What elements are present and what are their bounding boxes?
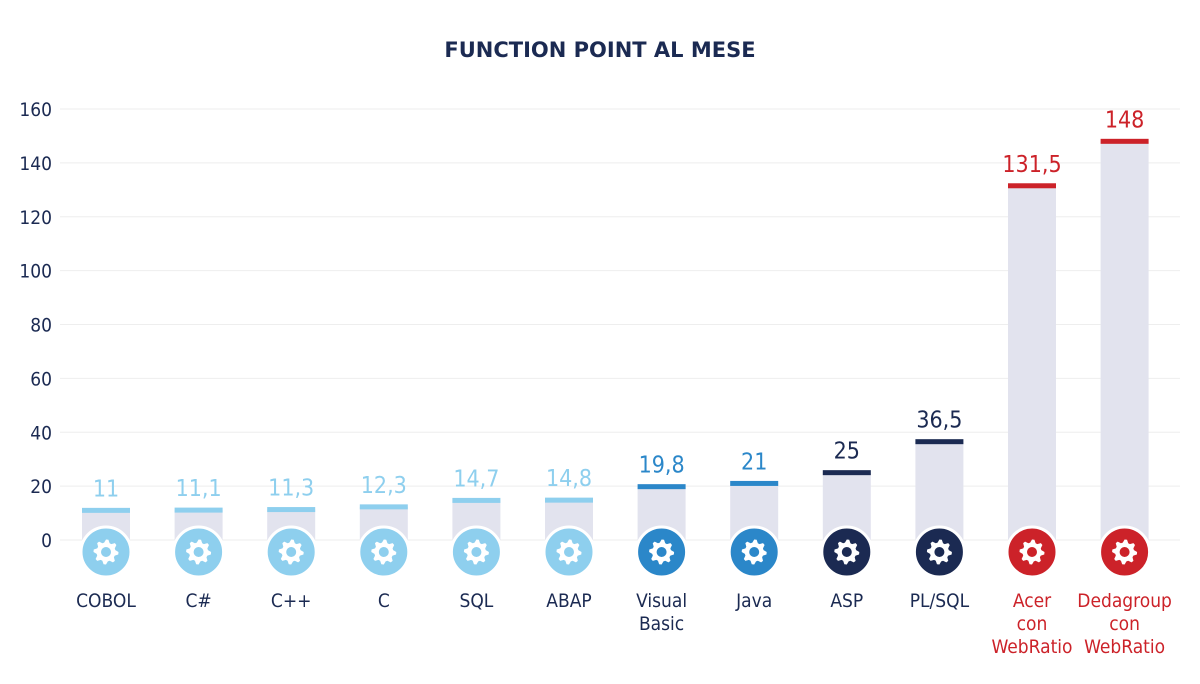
y-tick-label: 140 <box>19 153 52 175</box>
y-tick-label: 20 <box>30 476 52 498</box>
category-label: Acer con WebRatio <box>991 590 1072 658</box>
bar-cap <box>915 439 964 445</box>
gear-icon <box>1098 525 1152 579</box>
category-label: C++ <box>271 590 312 612</box>
category-label: PL/SQL <box>910 590 970 612</box>
bar-cap <box>452 497 501 503</box>
category-label: C# <box>185 590 211 612</box>
bar <box>1008 185 1056 540</box>
value-label: 11,1 <box>176 476 222 502</box>
bar <box>1100 141 1149 540</box>
category-label: COBOL <box>76 590 136 612</box>
bar-cap <box>1008 183 1056 189</box>
gear-icon <box>172 525 226 579</box>
value-label: 148 <box>1105 107 1145 133</box>
gear-icon <box>542 525 596 579</box>
gear-icon <box>820 525 874 579</box>
y-axis-ticks: 0 20 40 60 80 100 120 140 160 <box>19 99 52 552</box>
bar-cap <box>82 507 130 513</box>
value-label: 14,7 <box>453 466 499 492</box>
category-label: Visual Basic <box>636 590 687 635</box>
bar-cap <box>1100 138 1149 144</box>
y-tick-label: 40 <box>30 422 52 444</box>
value-label: 36,5 <box>916 408 962 434</box>
category-label: Dedagroup con WebRatio <box>1077 590 1172 658</box>
y-tick-label: 160 <box>19 99 52 121</box>
value-label: 14,8 <box>546 466 592 492</box>
grid-lines <box>60 108 1180 541</box>
gear-icon <box>635 525 689 579</box>
y-tick-label: 60 <box>30 368 52 390</box>
gear-icon <box>264 525 318 579</box>
bar-cap <box>267 507 316 513</box>
category-label: SQL <box>459 590 493 612</box>
category-label: C <box>378 590 390 612</box>
value-label: 12,3 <box>361 473 407 499</box>
gear-icon <box>727 525 781 579</box>
y-tick-label: 80 <box>30 315 52 337</box>
bar <box>915 441 964 540</box>
value-label: 11,3 <box>268 476 314 502</box>
value-label: 25 <box>834 439 860 465</box>
value-labels: 11 11,1 11,3 12,3 14,7 14,8 19,8 21 25 36,5 131,5 1… <box>93 107 1145 502</box>
gear-icon <box>449 525 503 579</box>
gear-icon <box>912 525 966 579</box>
bars <box>82 138 1149 540</box>
gear-icon <box>357 525 411 579</box>
gear-icon <box>1005 525 1059 579</box>
bar-cap <box>545 497 593 503</box>
y-tick-label: 120 <box>19 207 52 229</box>
gear-icons <box>79 525 1152 579</box>
category-label: ABAP <box>546 590 591 612</box>
value-label: 19,8 <box>639 453 685 479</box>
category-label: ASP <box>830 590 863 612</box>
bar-cap <box>730 480 779 486</box>
y-tick-label: 0 <box>41 530 52 552</box>
chart-title: FUNCTION POINT AL MESE <box>444 38 755 62</box>
y-tick-label: 100 <box>19 261 52 283</box>
bar-cap <box>822 470 871 476</box>
category-labels: COBOL C# C++ C SQL ABAP Visual Basic Java ASP PL/S… <box>76 590 1172 658</box>
value-label: 21 <box>741 449 767 475</box>
gear-icon <box>79 525 133 579</box>
value-label: 131,5 <box>1002 152 1061 178</box>
category-label: Java <box>735 590 772 612</box>
bar-cap <box>174 507 223 513</box>
bar-cap <box>359 504 408 510</box>
bar-cap <box>637 484 686 490</box>
value-label: 11 <box>93 476 119 502</box>
